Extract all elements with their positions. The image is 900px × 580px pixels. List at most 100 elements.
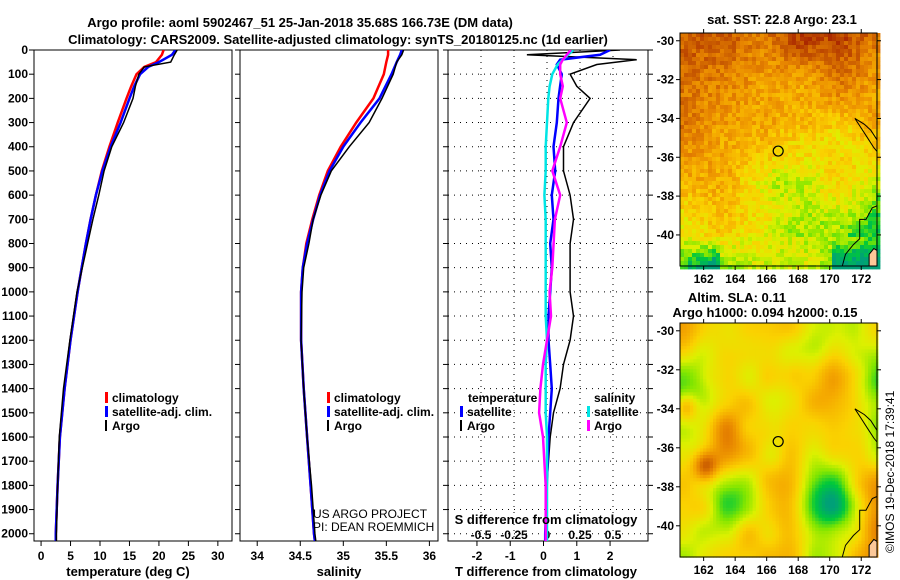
map-cell: [764, 145, 769, 150]
map-cell: [742, 405, 747, 410]
map-cell: [716, 189, 721, 194]
map-cell: [852, 225, 857, 230]
map-cell: [792, 121, 797, 126]
map-cell: [856, 149, 861, 154]
map-cell: [693, 455, 697, 459]
map-cell: [796, 181, 801, 186]
map-cell: [692, 145, 697, 150]
map-cell: [852, 173, 857, 178]
map-cell: [720, 177, 725, 182]
map-cell: [749, 481, 753, 486]
map-cell: [812, 217, 817, 222]
map-cell: [832, 193, 837, 198]
map-cell: [768, 185, 773, 190]
map-cell: [800, 257, 805, 262]
map-cell: [729, 464, 734, 469]
map-cell: [688, 85, 693, 90]
map-cell: [759, 365, 763, 370]
map-cell: [709, 441, 714, 446]
map-cell: [780, 197, 785, 202]
map-cell: [776, 253, 781, 258]
map-cell: [706, 544, 711, 548]
map-cell: [749, 507, 753, 512]
map-cell: [683, 534, 687, 538]
map-cell: [816, 185, 821, 190]
map-cell: [704, 209, 709, 214]
map-cell: [696, 105, 701, 110]
map-cell: [696, 61, 701, 66]
map-cell: [736, 415, 740, 420]
map-cell: [742, 365, 747, 370]
map-cell: [712, 201, 717, 206]
map-cell: [693, 385, 697, 390]
map-cell: [836, 81, 841, 86]
map-cell: [832, 241, 837, 246]
map-cell: [692, 237, 697, 242]
map-cell: [836, 225, 841, 230]
map-cell: [692, 69, 697, 74]
map-cell: [755, 342, 760, 347]
map-cell: [792, 261, 797, 266]
map-cell: [872, 109, 877, 114]
series-line-argo: [55, 50, 178, 541]
map-cell: [746, 395, 750, 400]
map-cell: [699, 471, 704, 476]
map-cell: [812, 241, 817, 246]
map-cell: [756, 133, 761, 138]
map-cell: [708, 133, 713, 138]
map-cell: [684, 81, 689, 86]
map-cell: [728, 261, 733, 266]
map-cell: [696, 117, 701, 122]
map-cell: [736, 468, 740, 472]
map-cell: [728, 45, 733, 50]
map-cell: [820, 173, 825, 178]
map-cell: [689, 339, 694, 344]
map-cell: [760, 217, 765, 222]
map-cell: [722, 530, 727, 535]
map-cell: [776, 129, 781, 134]
map-cell: [680, 455, 684, 459]
map-cell: [728, 69, 733, 74]
map-cell: [704, 153, 709, 158]
map-cell: [688, 161, 693, 166]
map-cell: [724, 85, 729, 90]
map-cell: [800, 49, 805, 54]
map-cell: [700, 217, 705, 222]
map-cell: [772, 69, 777, 74]
map-cell: [744, 173, 749, 178]
map-cell: [686, 339, 691, 344]
sst-map-title: sat. SST: 22.8 Argo: 23.1: [707, 12, 857, 27]
map-cell: [700, 65, 705, 70]
map-cell: [729, 445, 734, 449]
map-cell: [759, 464, 763, 469]
map-cell: [722, 517, 727, 522]
map-cell: [776, 101, 781, 106]
map-cell: [712, 93, 717, 98]
map-cell: [840, 117, 845, 122]
map-cell: [683, 382, 687, 387]
map-cell: [692, 121, 697, 126]
map-cell: [864, 69, 869, 74]
map-cell: [760, 197, 765, 202]
map-cell: [755, 544, 760, 548]
map-cell: [800, 205, 805, 210]
map-cell: [784, 257, 789, 262]
map-cell: [746, 468, 750, 472]
map-cell: [788, 93, 793, 98]
map-cell: [792, 101, 797, 106]
map-cell: [792, 217, 797, 222]
map-cell: [736, 481, 740, 486]
map-cell: [699, 362, 704, 367]
map-cell: [804, 117, 809, 122]
map-cell: [832, 237, 837, 242]
map-cell: [732, 157, 737, 162]
map-cell: [804, 173, 809, 178]
map-cell: [824, 157, 829, 162]
map-cell: [716, 53, 721, 58]
map-cell: [828, 177, 833, 182]
map-cell: [739, 455, 744, 459]
map-cell: [732, 133, 737, 138]
map-cell: [700, 101, 705, 106]
map-cell: [680, 540, 684, 545]
map-cell: [736, 408, 740, 413]
